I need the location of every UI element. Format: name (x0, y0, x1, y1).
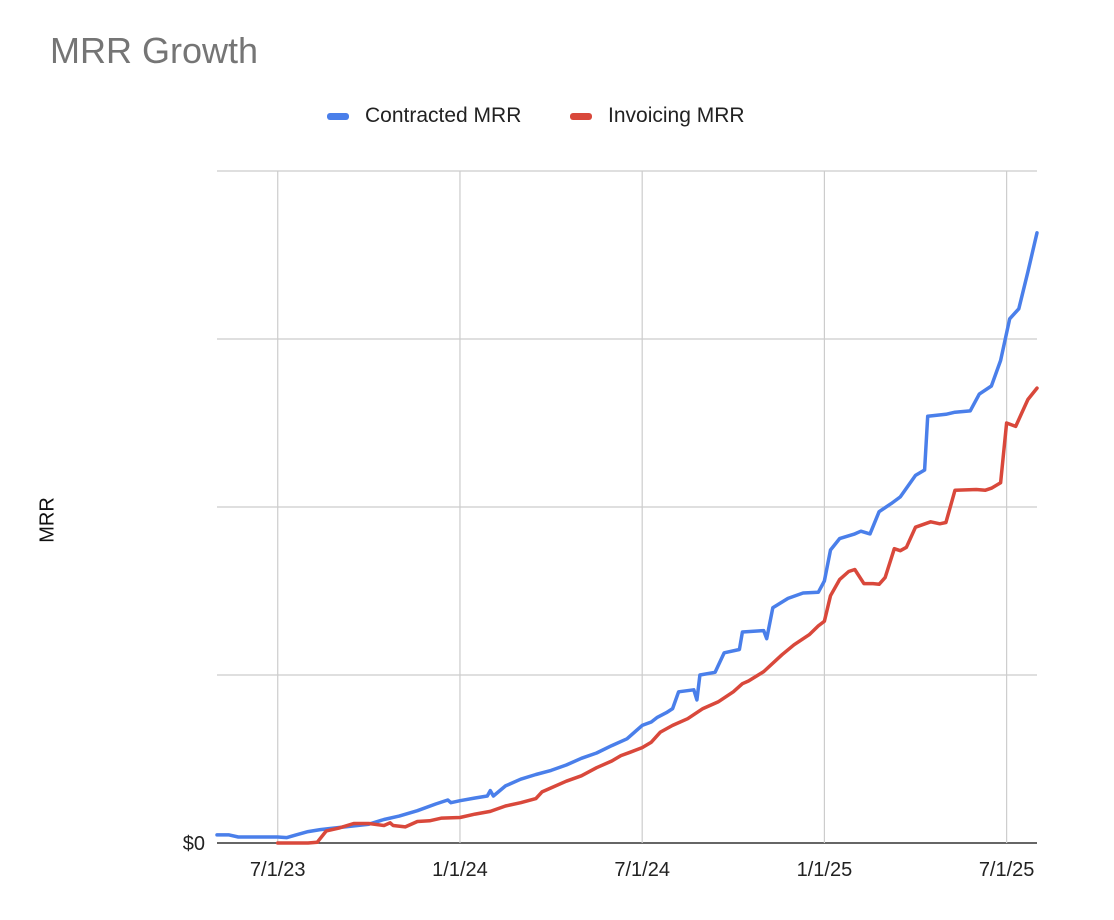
x-tick-label: 7/1/24 (614, 859, 670, 881)
x-tick-label: 1/1/25 (797, 859, 853, 881)
legend-label-contracted-mrr: Contracted MRR (365, 104, 522, 127)
x-tick-label: 7/1/23 (250, 859, 306, 881)
legend-item-invoicing-mrr[interactable]: Invoicing MRR (570, 100, 745, 132)
legend-swatch-contracted-mrr (327, 112, 349, 120)
legend-label-invoicing-mrr: Invoicing MRR (608, 104, 745, 127)
chart-title: MRR Growth (50, 30, 259, 71)
legend-item-contracted-mrr[interactable]: Contracted MRR (327, 100, 521, 132)
legend-swatch-invoicing-mrr (570, 112, 592, 120)
series-line-contracted-mrr (215, 231, 1039, 840)
series-line-invoicing-mrr (275, 386, 1039, 845)
x-tick-label: 1/1/24 (432, 859, 488, 881)
chart-legend: Contracted MRR Invoicing MRR (0, 100, 1114, 132)
y-tick-label: $0 (183, 833, 205, 855)
x-tick-label: 7/1/25 (979, 859, 1035, 881)
